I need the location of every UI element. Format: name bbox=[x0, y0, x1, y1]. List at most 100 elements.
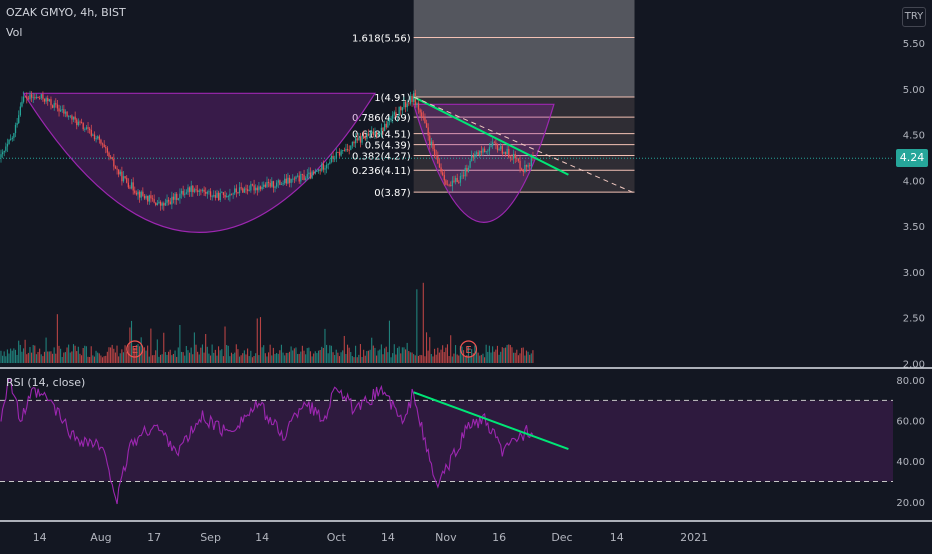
volume-bar bbox=[504, 347, 507, 363]
volume-bar bbox=[382, 354, 384, 363]
volume-bar bbox=[280, 344, 282, 363]
candle-body bbox=[29, 94, 31, 99]
volume-bar bbox=[255, 353, 257, 363]
volume-bar bbox=[71, 351, 73, 363]
earnings-marker bbox=[126, 340, 144, 358]
candle-body bbox=[153, 199, 155, 203]
volume-bar bbox=[430, 354, 432, 363]
candle-body bbox=[382, 127, 384, 132]
volume-bar bbox=[403, 347, 405, 363]
volume-bar bbox=[103, 356, 105, 363]
candle-body bbox=[363, 135, 365, 139]
candle-body bbox=[432, 141, 434, 150]
candle-body bbox=[269, 183, 271, 187]
candle-body bbox=[192, 185, 194, 193]
volume-bar bbox=[142, 348, 144, 363]
candle-body bbox=[474, 154, 476, 158]
volume-bar bbox=[240, 355, 242, 363]
cup-pattern bbox=[412, 103, 555, 223]
candle-body bbox=[101, 143, 104, 145]
volume-bar bbox=[342, 350, 344, 363]
volume-bar bbox=[116, 345, 118, 363]
volume-bar bbox=[454, 345, 457, 363]
candle-body bbox=[403, 101, 405, 108]
candle-body bbox=[211, 196, 213, 198]
volume-bar bbox=[98, 353, 100, 363]
candle-body bbox=[56, 104, 59, 109]
candle-body bbox=[64, 111, 67, 114]
volume-bar bbox=[242, 353, 244, 363]
candle-body bbox=[483, 148, 486, 153]
volume-bar bbox=[111, 344, 113, 363]
volume-bar bbox=[129, 327, 131, 363]
volume-bar bbox=[253, 355, 255, 363]
candle-body bbox=[359, 137, 362, 143]
volume-bar bbox=[417, 355, 420, 363]
fib-level-label: 0(3.87) bbox=[374, 188, 411, 199]
candle-body bbox=[0, 154, 2, 158]
time-axis-tick: Dec bbox=[551, 531, 572, 544]
fib-level-label: 0.786(4.69) bbox=[352, 113, 411, 124]
candle-body bbox=[511, 158, 513, 160]
candle-body bbox=[198, 190, 200, 192]
volume-bar bbox=[279, 350, 281, 363]
volume-bar bbox=[487, 351, 489, 363]
volume-bar bbox=[147, 345, 149, 363]
candle-body bbox=[258, 186, 260, 191]
volume-bar bbox=[126, 351, 128, 363]
volume-bar bbox=[458, 355, 460, 363]
candle-body bbox=[527, 165, 529, 167]
time-axis-tick: 14 bbox=[33, 531, 47, 544]
volume-bar bbox=[211, 344, 213, 363]
volume-bar bbox=[374, 347, 376, 363]
volume-bar bbox=[198, 354, 200, 363]
candle-body bbox=[461, 175, 463, 177]
candle-body bbox=[226, 196, 228, 198]
volume-bar bbox=[388, 320, 390, 363]
candle-body bbox=[193, 189, 196, 193]
candle-body bbox=[314, 171, 316, 174]
currency-badge[interactable]: TRY bbox=[902, 7, 926, 27]
candle-body bbox=[475, 152, 478, 155]
volume-bar bbox=[164, 352, 166, 363]
candle-body bbox=[35, 96, 38, 99]
symbol-title[interactable]: OZAK GMYO, 4h, BIST bbox=[6, 6, 126, 19]
volume-bar bbox=[427, 350, 429, 363]
volume-bar bbox=[363, 349, 365, 363]
volume-bar bbox=[492, 346, 494, 363]
volume-bar bbox=[50, 351, 52, 363]
volume-bar bbox=[259, 317, 262, 363]
candle-body bbox=[227, 196, 229, 197]
volume-bar bbox=[493, 351, 495, 363]
candle-body bbox=[130, 182, 133, 189]
volume-bar bbox=[353, 357, 355, 363]
candle-body bbox=[111, 157, 113, 159]
volume-bar bbox=[148, 356, 150, 363]
candle-body bbox=[493, 142, 495, 144]
candle-body bbox=[313, 171, 315, 174]
candle-body bbox=[121, 171, 123, 182]
candle-body bbox=[158, 201, 160, 204]
volume-label: Vol bbox=[6, 26, 23, 39]
candle-body bbox=[76, 119, 78, 126]
volume-bar bbox=[409, 352, 411, 363]
volume-bar bbox=[385, 346, 387, 363]
volume-bar bbox=[466, 355, 468, 363]
candle-body bbox=[50, 99, 52, 106]
candle-body bbox=[306, 174, 308, 179]
volume-bar bbox=[509, 344, 511, 363]
candle-body bbox=[414, 93, 416, 105]
volume-bar bbox=[269, 344, 271, 363]
candle-body bbox=[174, 193, 176, 200]
volume-bar bbox=[166, 354, 168, 363]
volume-bar bbox=[224, 326, 226, 363]
rsi-label[interactable]: RSI (14, close) bbox=[6, 376, 86, 389]
candle-body bbox=[472, 155, 474, 158]
candle-body bbox=[345, 148, 347, 151]
time-axis-tick: Nov bbox=[435, 531, 457, 544]
candle-body bbox=[229, 193, 231, 197]
volume-bar bbox=[72, 344, 75, 363]
candle-body bbox=[450, 185, 452, 187]
